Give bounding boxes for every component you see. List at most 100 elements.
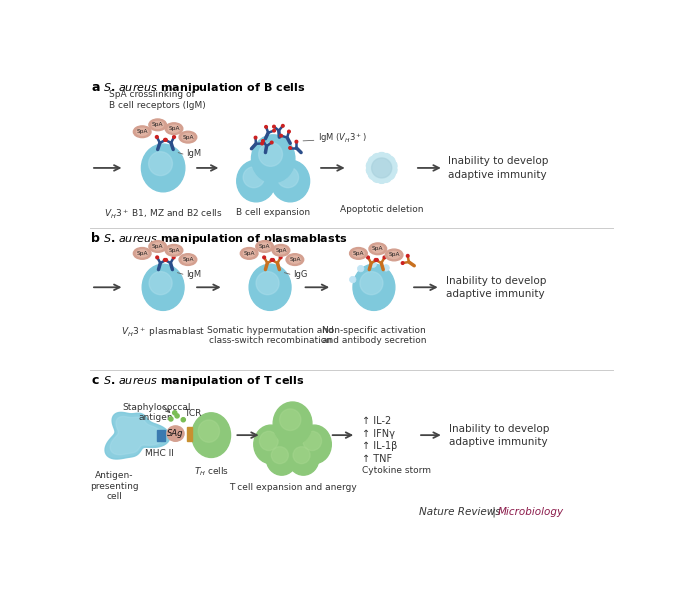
Circle shape [359,165,365,171]
Ellipse shape [259,243,271,250]
Ellipse shape [165,245,183,256]
Circle shape [366,256,369,259]
Circle shape [155,256,158,259]
Text: Apoptotic deletion: Apoptotic deletion [340,205,423,214]
Circle shape [358,265,364,272]
Text: T cell expansion and anergy: T cell expansion and anergy [229,483,356,492]
Ellipse shape [303,431,321,450]
Ellipse shape [179,131,197,143]
Ellipse shape [136,250,148,257]
Text: Somatic hypermutation and
class-switch recombination: Somatic hypermutation and class-switch r… [207,326,334,345]
Circle shape [254,137,257,139]
Text: c: c [91,374,99,387]
Text: ↑ IL-2
↑ IFNγ
↑ IL-1β
↑ TNF: ↑ IL-2 ↑ IFNγ ↑ IL-1β ↑ TNF [362,416,398,465]
Text: Non-specific activation
and antibody secretion: Non-specific activation and antibody sec… [322,326,426,345]
Ellipse shape [366,152,397,183]
Text: Inability to develop
adaptive immunity: Inability to develop adaptive immunity [449,424,549,447]
Text: $S$. $aureus$ manipulation of plasmablasts: $S$. $aureus$ manipulation of plasmablas… [103,232,347,246]
Polygon shape [105,413,170,459]
Circle shape [262,139,264,142]
Text: SpA: SpA [372,246,384,251]
Circle shape [272,259,275,261]
Polygon shape [110,417,163,454]
Circle shape [173,411,177,415]
Ellipse shape [271,447,288,464]
Ellipse shape [286,254,303,265]
Text: SpA: SpA [182,135,194,139]
Text: Nature Reviews: Nature Reviews [419,506,501,517]
Circle shape [383,256,386,259]
Ellipse shape [152,243,164,250]
Text: SpA: SpA [388,252,400,258]
Ellipse shape [168,246,180,254]
Ellipse shape [182,256,194,263]
Circle shape [288,130,290,133]
Ellipse shape [134,248,151,259]
Ellipse shape [371,158,392,178]
Ellipse shape [240,248,258,259]
Circle shape [164,138,167,141]
Text: Inability to develop
adaptive immunity: Inability to develop adaptive immunity [446,275,547,299]
Ellipse shape [251,135,295,183]
Text: b: b [91,232,100,245]
Ellipse shape [297,425,332,463]
Ellipse shape [179,254,197,265]
Text: IgM: IgM [186,269,201,278]
Circle shape [164,259,167,261]
Circle shape [173,135,175,138]
Circle shape [279,134,282,137]
Ellipse shape [275,246,287,254]
Text: SpA: SpA [275,248,287,253]
Text: a: a [91,81,99,94]
Text: IgG: IgG [293,269,308,278]
Text: SpA: SpA [243,251,255,256]
Ellipse shape [369,243,386,255]
Ellipse shape [273,402,312,445]
Circle shape [374,259,377,261]
Ellipse shape [293,447,310,464]
Circle shape [383,146,389,152]
Circle shape [370,261,377,268]
Circle shape [279,256,282,259]
Circle shape [169,417,173,421]
Ellipse shape [249,264,291,310]
Circle shape [361,156,367,163]
Circle shape [273,129,275,132]
Ellipse shape [372,245,384,252]
Text: SpA crosslinking of
B cell receptors (IgM): SpA crosslinking of B cell receptors (Ig… [109,90,206,109]
Text: Microbiology: Microbiology [498,506,564,517]
Ellipse shape [149,272,172,295]
Ellipse shape [254,425,288,463]
Ellipse shape [360,272,383,295]
Circle shape [175,414,179,418]
Ellipse shape [134,126,151,138]
Circle shape [383,184,389,190]
Text: SpA: SpA [169,126,179,131]
Ellipse shape [349,248,367,259]
Circle shape [361,173,367,180]
Ellipse shape [272,245,290,256]
Ellipse shape [353,264,395,310]
Text: B cell expansion: B cell expansion [236,208,310,217]
Circle shape [164,138,166,141]
Ellipse shape [149,241,166,252]
Text: $S$. $aureus$ manipulation of B cells: $S$. $aureus$ manipulation of B cells [103,81,305,95]
Ellipse shape [243,250,255,257]
Circle shape [406,255,409,257]
Text: $T_H$ cells: $T_H$ cells [194,466,229,479]
Ellipse shape [237,160,275,202]
Circle shape [271,259,273,261]
Ellipse shape [289,256,301,263]
Text: $S$. $aureus$ manipulation of T cells: $S$. $aureus$ manipulation of T cells [103,374,304,388]
Ellipse shape [277,167,299,188]
Ellipse shape [388,251,400,259]
Circle shape [264,125,267,128]
Circle shape [396,173,403,180]
Ellipse shape [149,119,166,131]
Circle shape [263,256,266,259]
Text: $V_H3^+$ plasmablast: $V_H3^+$ plasmablast [121,326,206,339]
Ellipse shape [198,420,219,442]
Circle shape [375,259,378,261]
Text: SpA: SpA [182,257,194,262]
Text: IgM: IgM [186,150,201,158]
